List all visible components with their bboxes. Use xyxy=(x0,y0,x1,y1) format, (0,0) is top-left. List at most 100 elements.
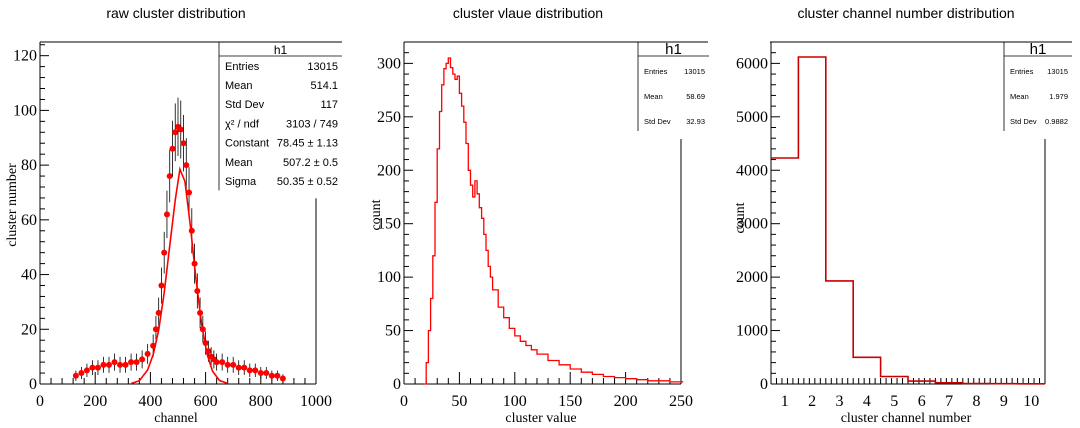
data-point xyxy=(78,370,85,377)
stats-key: Entries xyxy=(644,67,668,76)
data-point xyxy=(100,361,107,368)
x-tick-label: 400 xyxy=(138,393,162,410)
stats-key: Entries xyxy=(225,61,260,73)
y-tick-label: 200 xyxy=(377,162,401,179)
data-point xyxy=(163,211,170,218)
stats-value: 32.93 xyxy=(686,117,705,126)
x-tick-label: 0 xyxy=(400,393,408,410)
stats-key: Std Dev xyxy=(225,99,265,111)
data-point xyxy=(144,350,151,357)
plot-area xyxy=(39,42,317,385)
x-tick-labels: 1 2 3 4 5 6 7 8 9 10 xyxy=(781,393,1040,410)
data-point xyxy=(152,326,159,333)
data-point xyxy=(219,359,226,366)
stats-key: Sigma xyxy=(225,176,257,188)
stats-key: Constant xyxy=(225,138,269,150)
data-point xyxy=(213,359,220,366)
stats-value: 117 xyxy=(320,99,338,111)
data-point xyxy=(122,361,129,368)
data-point xyxy=(230,361,237,368)
x-tick-label: 600 xyxy=(194,393,218,410)
stats-box: h1 Entries 13015 Mean 1.979 Std Dev 0.9882 xyxy=(1003,41,1072,131)
data-point xyxy=(158,282,165,289)
stats-name: h1 xyxy=(665,41,682,58)
chart-title: cluster channel number distribution xyxy=(797,5,1014,21)
stats-value: 514.1 xyxy=(310,80,338,92)
y-axis-label: count xyxy=(733,202,748,233)
stats-value: 78.45 ± 1.13 xyxy=(277,138,338,150)
stats-key: Entries xyxy=(1010,67,1034,76)
y-tick-label: 100 xyxy=(13,102,37,119)
y-tick-label: 150 xyxy=(377,216,401,233)
x-tick-label: 7 xyxy=(945,393,953,410)
data-point xyxy=(257,370,264,377)
data-point xyxy=(172,129,179,136)
x-tick-label: 10 xyxy=(1023,393,1039,410)
histogram-bar xyxy=(853,357,880,384)
stats-key: Mean xyxy=(225,80,253,92)
data-point xyxy=(169,145,176,152)
y-tick-labels: 0 50 100 150 200 250 300 xyxy=(377,55,401,393)
x-tick-label: 200 xyxy=(614,393,638,410)
stats-value: 13015 xyxy=(684,67,705,76)
x-tick-label: 200 xyxy=(83,393,107,410)
stats-name: h1 xyxy=(1030,41,1047,58)
stats-name: h1 xyxy=(274,43,288,57)
chart-raw-cluster: raw cluster distribution 0 20 40 60 80 100 120… xyxy=(5,5,342,426)
data-point xyxy=(139,356,146,363)
data-point xyxy=(268,372,275,379)
y-axis-label: count xyxy=(369,199,384,230)
histogram-bar xyxy=(881,377,908,384)
y-tick-label: 40 xyxy=(21,267,37,284)
y-tick-labels: 0 1000 2000 3000 4000 5000 6000 xyxy=(736,55,768,393)
chart-title: cluster vlaue distribution xyxy=(453,5,603,21)
data-point xyxy=(279,375,286,382)
data-point xyxy=(117,361,124,368)
stats-value: 13015 xyxy=(307,61,338,73)
stats-key: Std Dev xyxy=(644,117,671,126)
y-tick-label: 60 xyxy=(21,212,37,229)
y-tick-label: 80 xyxy=(21,157,37,174)
data-point xyxy=(246,367,253,374)
fit-curve xyxy=(130,166,228,385)
data-point xyxy=(155,309,162,316)
data-point xyxy=(166,173,173,180)
x-tick-label: 150 xyxy=(558,393,582,410)
y-axis-label: cluster number xyxy=(5,163,20,247)
y-tick-label: 250 xyxy=(377,109,401,126)
stats-value: 50.35 ± 0.52 xyxy=(277,176,338,188)
data-point xyxy=(235,364,242,371)
data-point xyxy=(94,364,101,371)
data-point xyxy=(177,126,184,133)
y-tick-label: 100 xyxy=(377,269,401,286)
plot-area xyxy=(770,41,1046,385)
y-tick-label: 6000 xyxy=(736,55,768,72)
data-point xyxy=(183,162,190,169)
x-tick-label: 2 xyxy=(808,393,816,410)
histogram-bar xyxy=(826,281,853,384)
data-point xyxy=(128,359,135,366)
histogram-line xyxy=(423,57,684,385)
x-tick-label: 50 xyxy=(451,393,467,410)
x-tick-labels: 0 200 400 600 800 1000 xyxy=(36,393,332,410)
x-tick-label: 5 xyxy=(890,393,898,410)
x-axis-label: cluster channel number xyxy=(841,411,972,426)
y-tick-label: 0 xyxy=(760,376,768,393)
stats-value: 0.9882 xyxy=(1045,117,1068,126)
data-point xyxy=(180,140,187,147)
x-tick-label: 1000 xyxy=(300,393,332,410)
y-tick-label: 0 xyxy=(29,376,37,393)
y-tick-label: 1000 xyxy=(736,323,768,340)
x-tick-label: 800 xyxy=(249,393,273,410)
x-tick-label: 3 xyxy=(836,393,844,410)
stats-key: Mean xyxy=(644,92,663,101)
data-point xyxy=(241,364,248,371)
x-tick-labels: 0 50 100 150 200 250 xyxy=(400,393,693,410)
chart-title: raw cluster distribution xyxy=(106,5,245,21)
stats-key: Mean xyxy=(1010,92,1029,101)
data-point xyxy=(224,361,231,368)
data-point xyxy=(274,372,281,379)
data-point xyxy=(106,361,112,368)
chart-cluster-channel-number: cluster channel number distribution 0100… xyxy=(733,5,1072,426)
plot-area xyxy=(403,41,684,385)
